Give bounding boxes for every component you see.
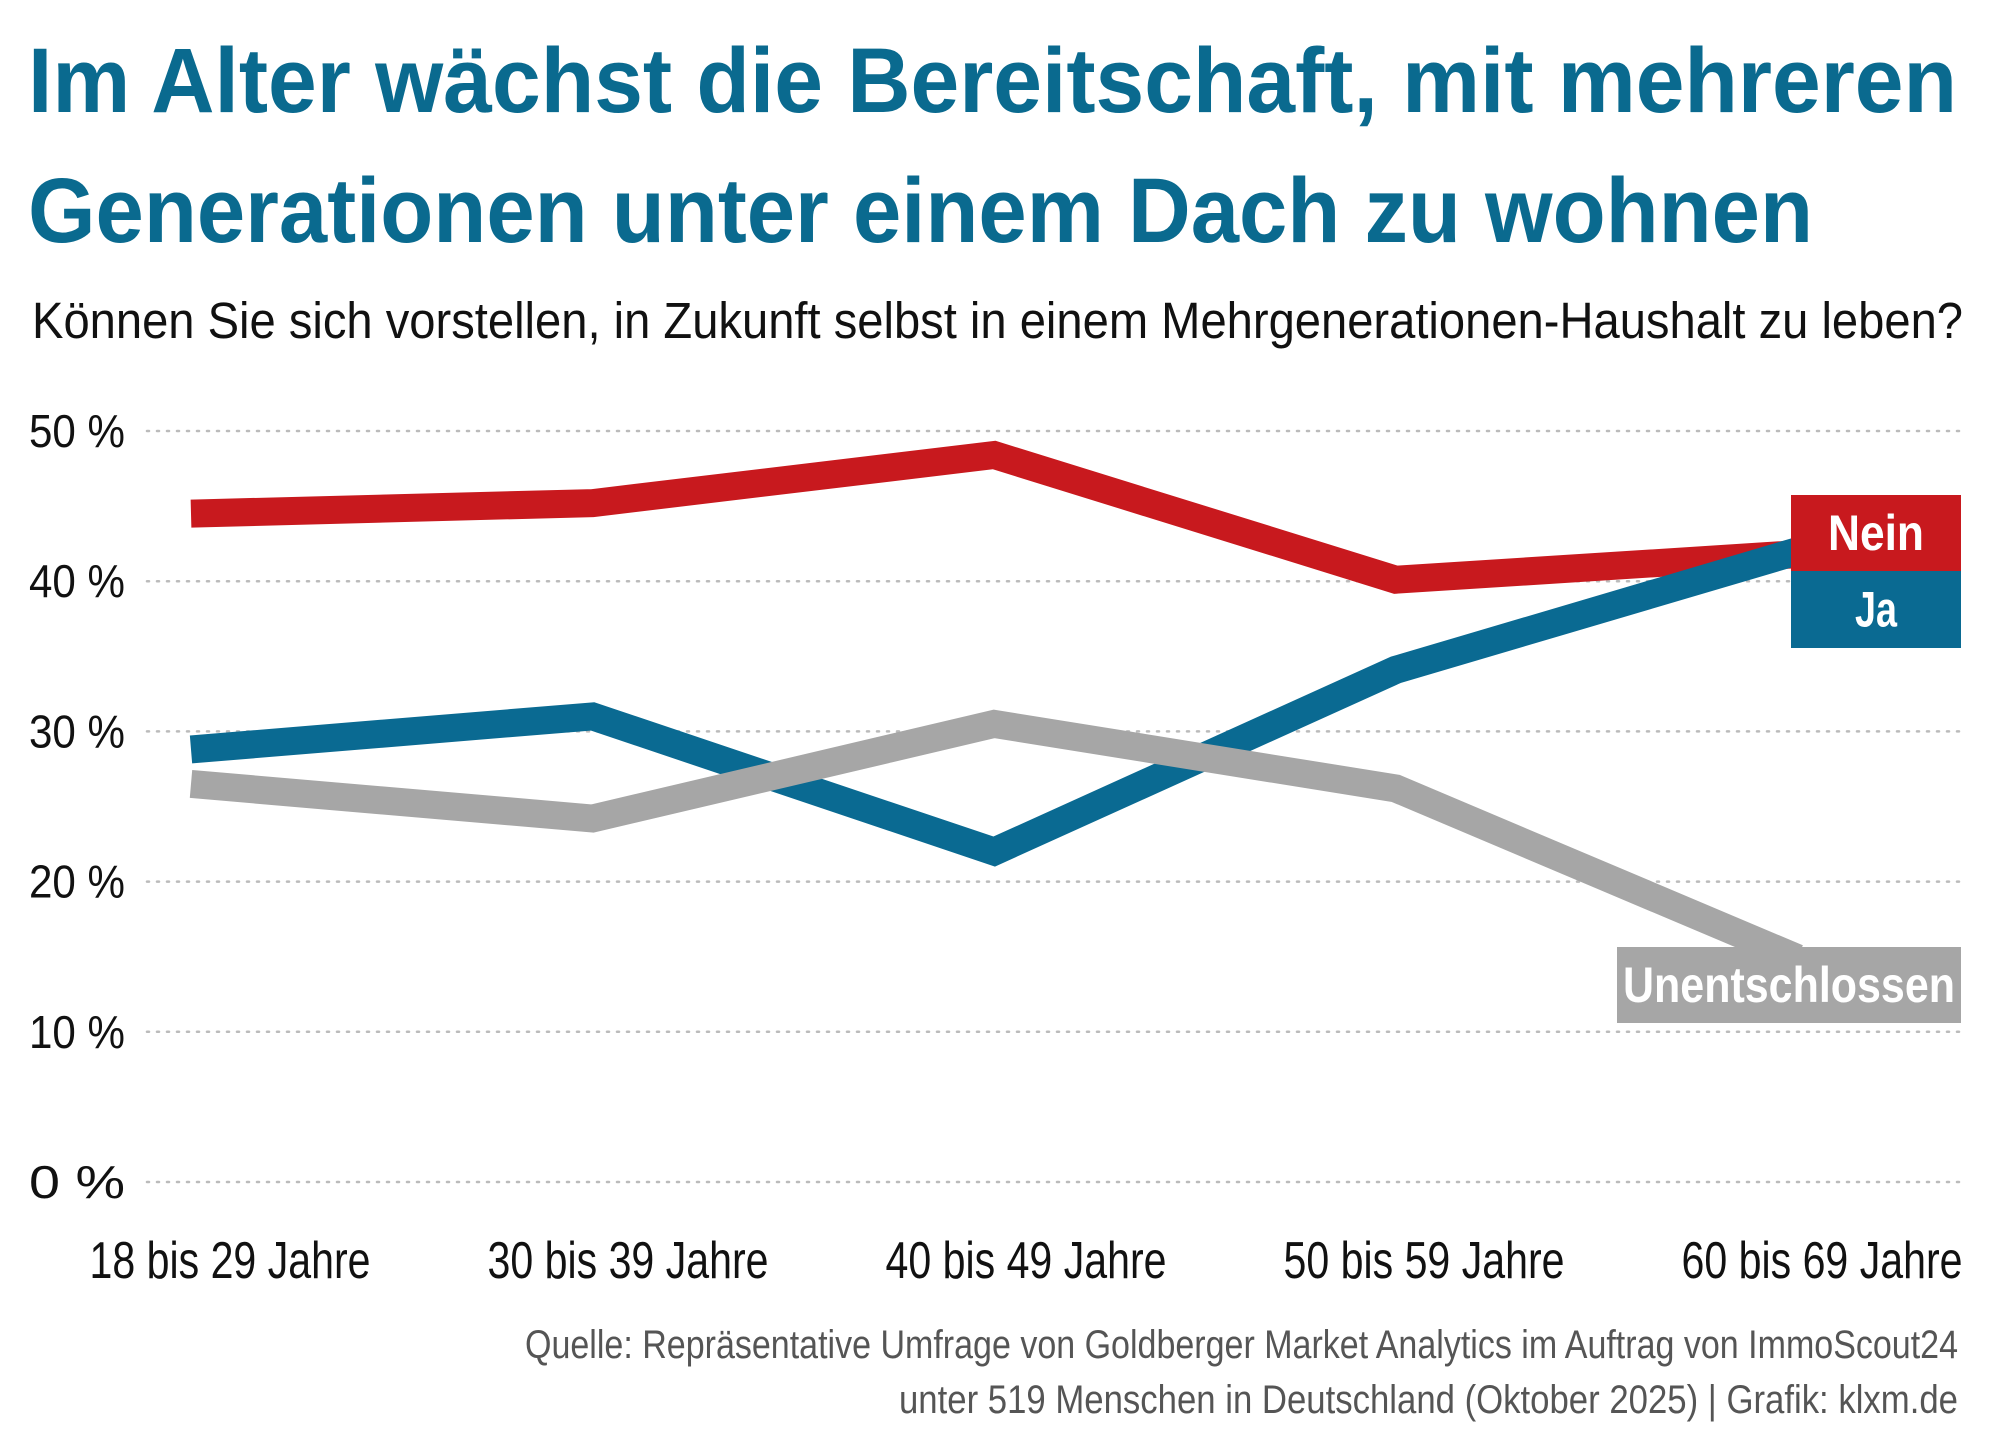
x-tick-label: 30 bis 39 Jahre xyxy=(488,1232,769,1290)
data-line xyxy=(189,709,1803,972)
y-tick-label: 0 % xyxy=(29,1156,125,1208)
legend-label: Nein xyxy=(1828,505,1924,561)
chart-title: Generationen unter einem Dach zu wohnen xyxy=(28,160,1813,262)
legend-box xyxy=(1791,495,1961,571)
y-tick-label: 20 % xyxy=(29,856,125,908)
x-tick-label: 40 bis 49 Jahre xyxy=(886,1232,1167,1290)
legend-box xyxy=(1791,571,1961,648)
data-line xyxy=(190,440,1799,594)
y-tick-label: 30 % xyxy=(29,705,125,757)
legend-box xyxy=(1617,947,1961,1023)
data-line xyxy=(189,537,1802,867)
chart-title: Im Alter wächst die Bereitschaft, mit me… xyxy=(28,30,1957,132)
legend-label: Ja xyxy=(1855,582,1898,638)
y-tick-label: 10 % xyxy=(29,1006,125,1058)
y-tick-label: 50 % xyxy=(29,405,125,457)
chart-subtitle: Können Sie sich vorstellen, in Zukunft s… xyxy=(32,292,1963,349)
x-tick-label: 18 bis 29 Jahre xyxy=(90,1232,371,1290)
x-tick-label: 60 bis 69 Jahre xyxy=(1682,1232,1963,1290)
source-note: Quelle: Repräsentative Umfrage von Goldb… xyxy=(525,1323,1958,1367)
y-tick-label: 40 % xyxy=(29,555,125,607)
source-note: unter 519 Menschen in Deutschland (Oktob… xyxy=(899,1378,1958,1422)
legend-label: Unentschlossen xyxy=(1623,957,1955,1013)
x-tick-label: 50 bis 59 Jahre xyxy=(1284,1232,1565,1290)
